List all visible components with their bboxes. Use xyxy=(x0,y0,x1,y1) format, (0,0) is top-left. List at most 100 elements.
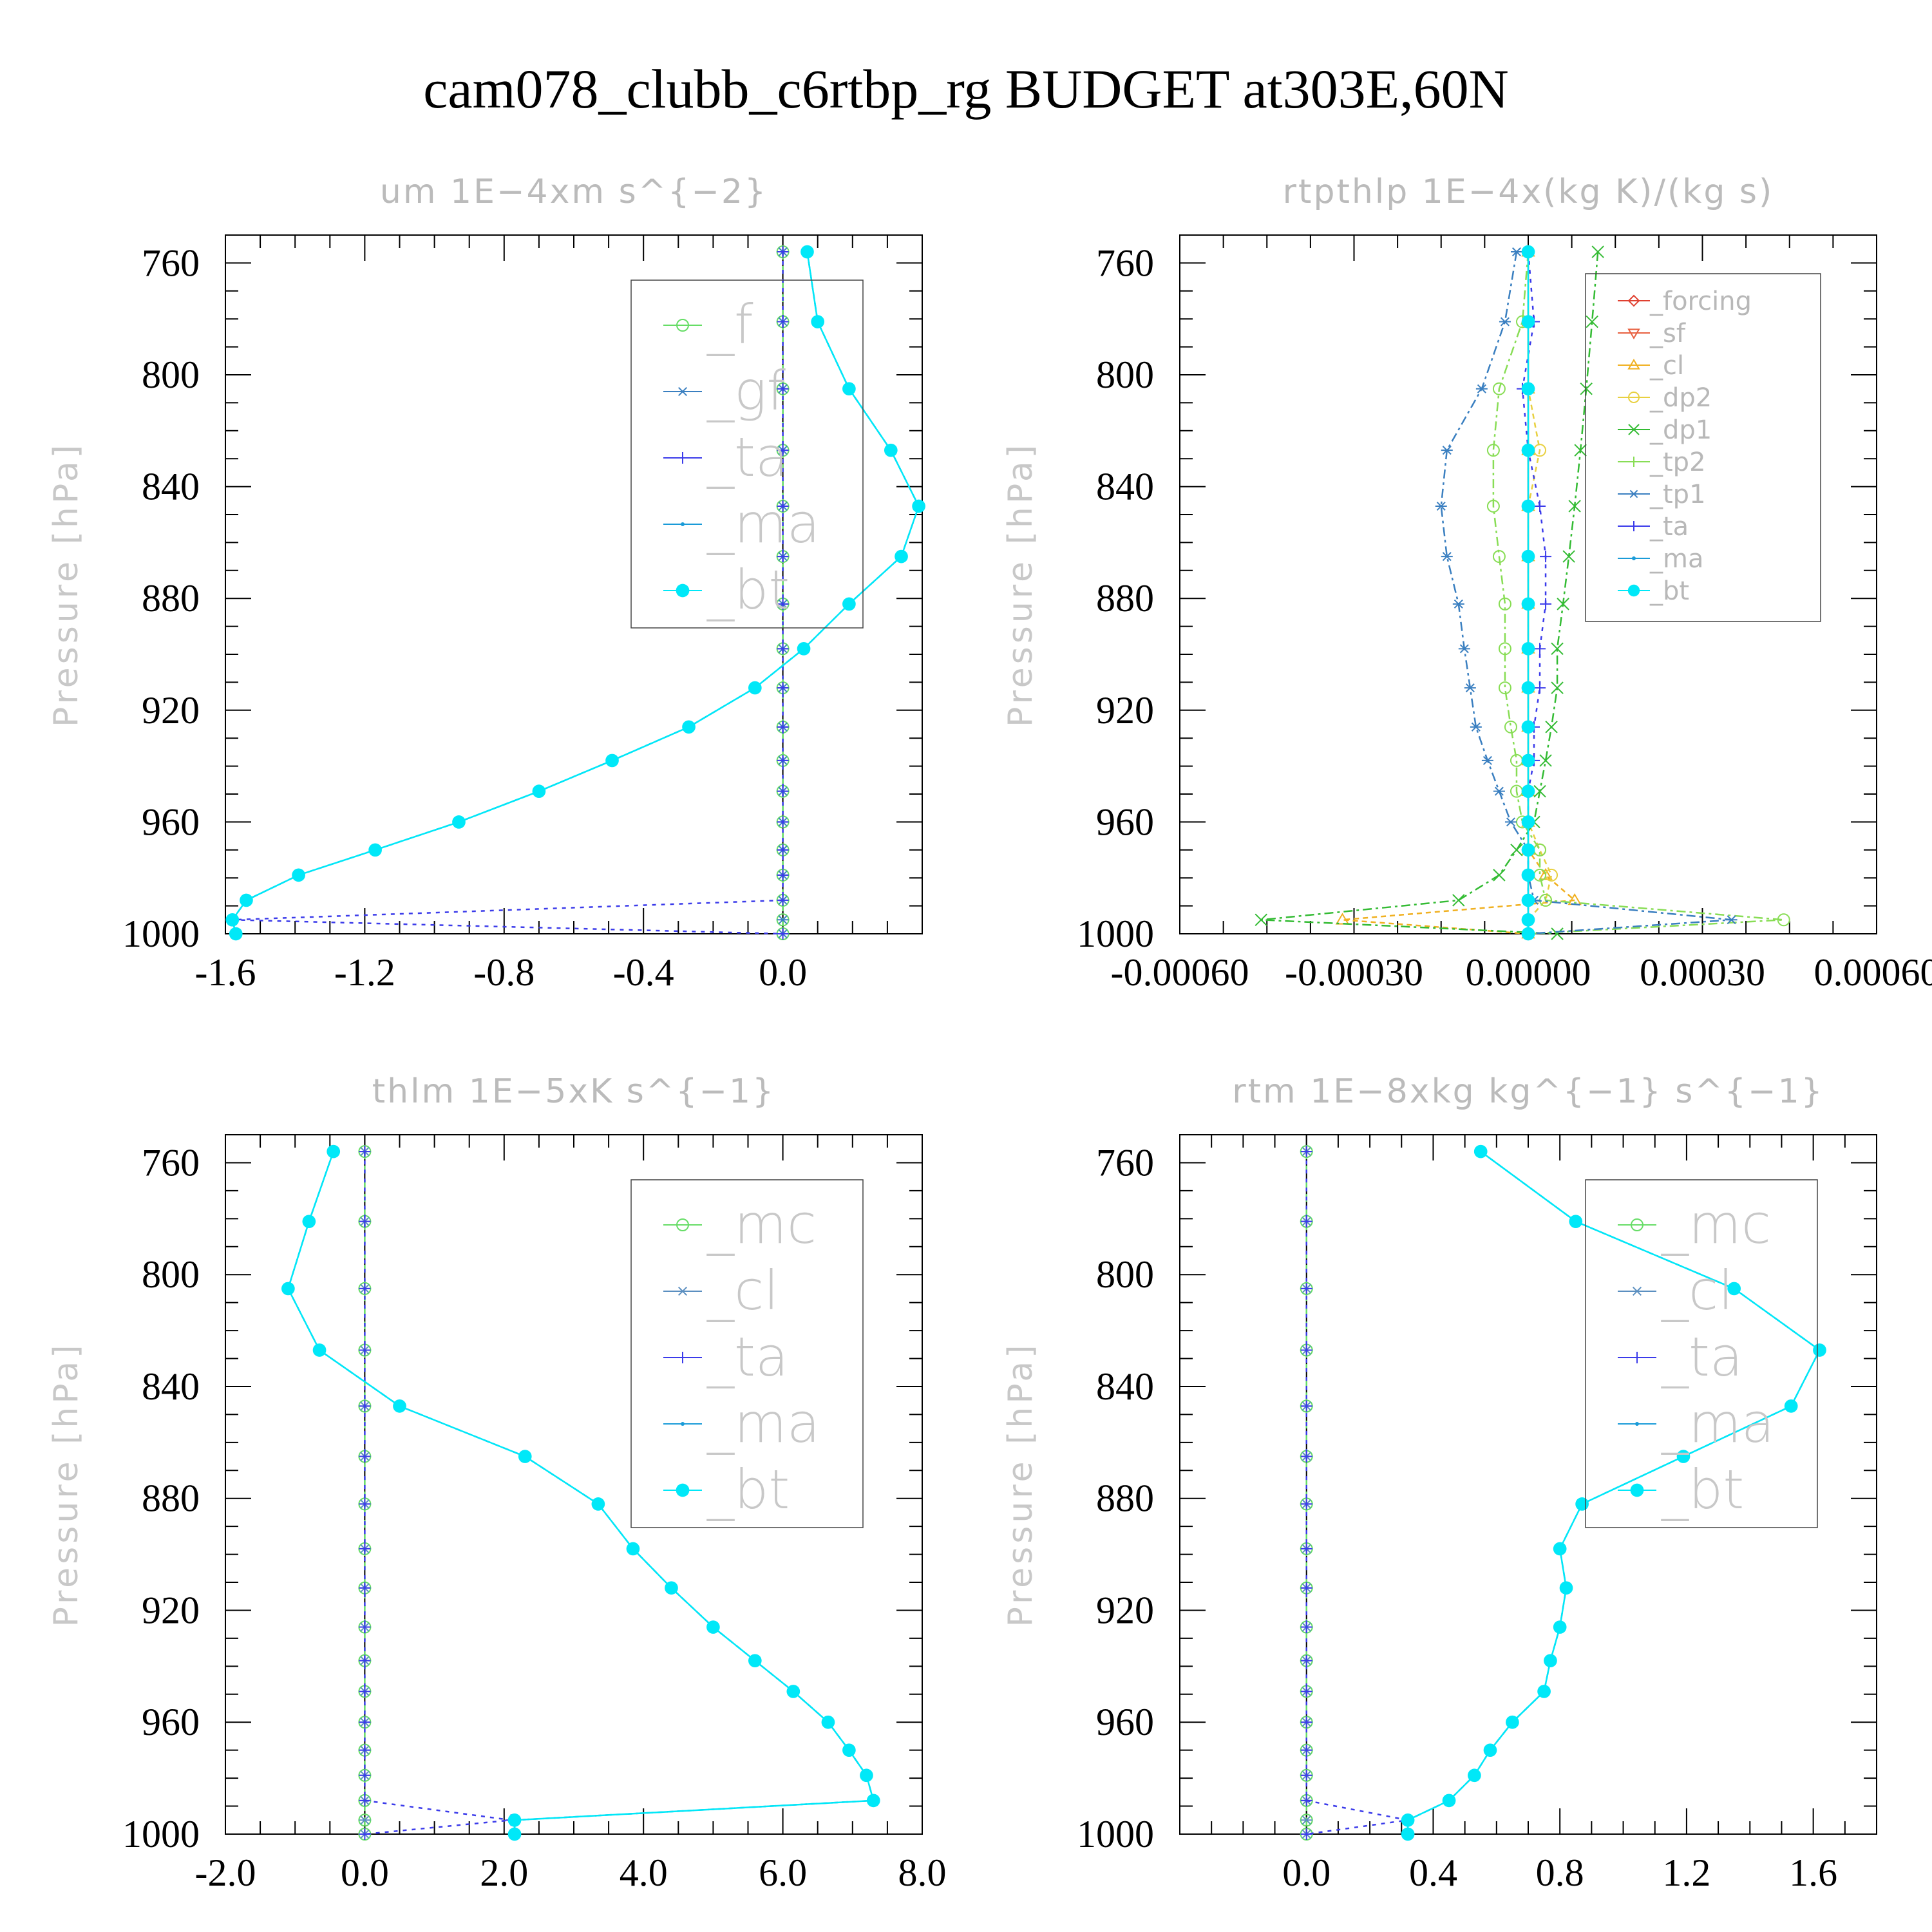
data-point xyxy=(777,444,789,457)
data-point xyxy=(777,721,789,733)
data-point xyxy=(777,246,789,258)
legend-item: _cl xyxy=(1618,351,1684,381)
data-point xyxy=(359,1685,371,1698)
series-bt xyxy=(281,1144,880,1841)
legend: _mc_cl_ta_ma_bt xyxy=(630,1179,864,1528)
y-tick-label: 840 xyxy=(1096,1365,1154,1408)
data-point xyxy=(1575,1497,1589,1511)
panel-title: thlm 1E−5xK s^{−1} xyxy=(372,1072,775,1111)
data-point xyxy=(393,1399,406,1413)
data-point xyxy=(359,1794,371,1806)
panel-um: um 1E−4xm s^{−2} Pressure [hPa] 760 800 840 8… xyxy=(47,173,925,994)
x-tick-label: 0.0 xyxy=(1282,1852,1331,1894)
legend-label: _tp2 xyxy=(1649,448,1706,477)
data-point xyxy=(1537,1685,1551,1698)
panel-title: rtm 1E−8xkg kg^{−1} s^{−1} xyxy=(1232,1072,1824,1111)
legend-item: _ma xyxy=(1618,1392,1774,1455)
data-point xyxy=(1255,913,1267,927)
legend-label: _ma xyxy=(1661,1392,1774,1455)
legend-label: _sf xyxy=(1649,319,1686,348)
legend-item: _dp2 xyxy=(1618,383,1712,413)
legend-marker xyxy=(676,319,689,332)
data-point xyxy=(1534,682,1546,694)
data-point xyxy=(1521,893,1535,907)
data-point xyxy=(359,1542,371,1555)
y-tick-label: 920 xyxy=(142,689,200,732)
legend-label: _ma xyxy=(1649,544,1703,574)
data-point xyxy=(1591,245,1604,258)
data-point xyxy=(1300,1282,1312,1294)
data-point xyxy=(1506,1715,1519,1729)
data-point xyxy=(1401,1827,1415,1841)
legend-marker xyxy=(1631,1352,1643,1363)
data-point xyxy=(1521,843,1535,857)
y-tick-label: 920 xyxy=(1096,689,1154,732)
data-point xyxy=(777,785,789,797)
data-point xyxy=(1540,551,1552,563)
y-tick-label: 1000 xyxy=(1077,1813,1154,1855)
data-point xyxy=(452,815,466,829)
data-point xyxy=(1473,1144,1488,1159)
y-tick-label: 1000 xyxy=(1077,913,1154,955)
y-axis-label: Pressure [hPa] xyxy=(1001,442,1040,727)
data-point xyxy=(626,1542,640,1556)
data-point xyxy=(1521,443,1535,457)
data-point xyxy=(884,443,898,457)
data-point xyxy=(1569,1215,1583,1229)
data-point xyxy=(225,913,240,927)
data-point xyxy=(1521,815,1535,829)
series-bt xyxy=(1521,245,1535,941)
data-point xyxy=(368,843,382,857)
data-point xyxy=(1521,681,1535,695)
legend-marker xyxy=(677,386,688,397)
data-point xyxy=(895,549,908,564)
data-point xyxy=(1300,1769,1312,1781)
data-point xyxy=(1551,927,1564,940)
data-point xyxy=(359,1654,371,1667)
series-ta xyxy=(226,246,789,940)
data-point xyxy=(1452,894,1465,907)
data-point xyxy=(1470,722,1482,732)
data-point xyxy=(1553,1620,1567,1634)
data-point xyxy=(312,1343,327,1357)
data-point xyxy=(1300,1582,1312,1594)
plot-frame xyxy=(225,1134,923,1835)
data-point xyxy=(1580,382,1593,395)
legend-item: _dp1 xyxy=(1618,415,1712,445)
y-tick-label: 920 xyxy=(142,1589,200,1631)
y-tick-label: 960 xyxy=(1096,1701,1154,1743)
legend-item: _bt xyxy=(663,1458,790,1521)
legend-label: _bt xyxy=(706,1458,790,1521)
data-point xyxy=(1521,720,1535,734)
y-tick-label: 840 xyxy=(142,1365,200,1408)
data-point xyxy=(866,1794,880,1808)
data-point xyxy=(842,597,856,611)
data-point xyxy=(1498,642,1511,656)
data-point xyxy=(359,1215,371,1227)
y-tick-label: 880 xyxy=(1096,1477,1154,1520)
data-point xyxy=(1539,754,1552,767)
x-tick-label: 8.0 xyxy=(898,1852,947,1894)
x-tick-label: 1.6 xyxy=(1789,1852,1837,1894)
legend-box xyxy=(1585,273,1821,622)
data-point xyxy=(1492,550,1506,564)
data-point xyxy=(1586,315,1598,328)
data-point xyxy=(359,1621,371,1633)
legend-item: _ta xyxy=(663,426,788,489)
data-point xyxy=(1727,1282,1741,1296)
legend-marker xyxy=(1632,556,1636,560)
data-point xyxy=(1442,1794,1456,1808)
y-tick-label: 880 xyxy=(142,577,200,620)
panel-rtpthlp: rtpthlp 1E−4x(kg K)/(kg s) Pressure [hPa]… xyxy=(1001,173,1932,994)
legend-label: _cl xyxy=(1661,1259,1734,1322)
legend: _forcing _sf _cl_dp2_dp1 _tp2 _tp1 _ta_ma_bt xyxy=(1585,273,1821,622)
legend-item: _gf xyxy=(663,359,786,422)
legend: _mc_cl_ta_ma_bt xyxy=(1585,1179,1818,1528)
data-point xyxy=(1493,786,1505,796)
legend-marker xyxy=(681,522,685,526)
x-tick-label: -1.6 xyxy=(195,951,256,994)
y-tick-label: 760 xyxy=(1096,1141,1154,1184)
series-line xyxy=(1305,1151,1408,1835)
data-point xyxy=(292,868,305,882)
data-point xyxy=(1534,500,1546,512)
